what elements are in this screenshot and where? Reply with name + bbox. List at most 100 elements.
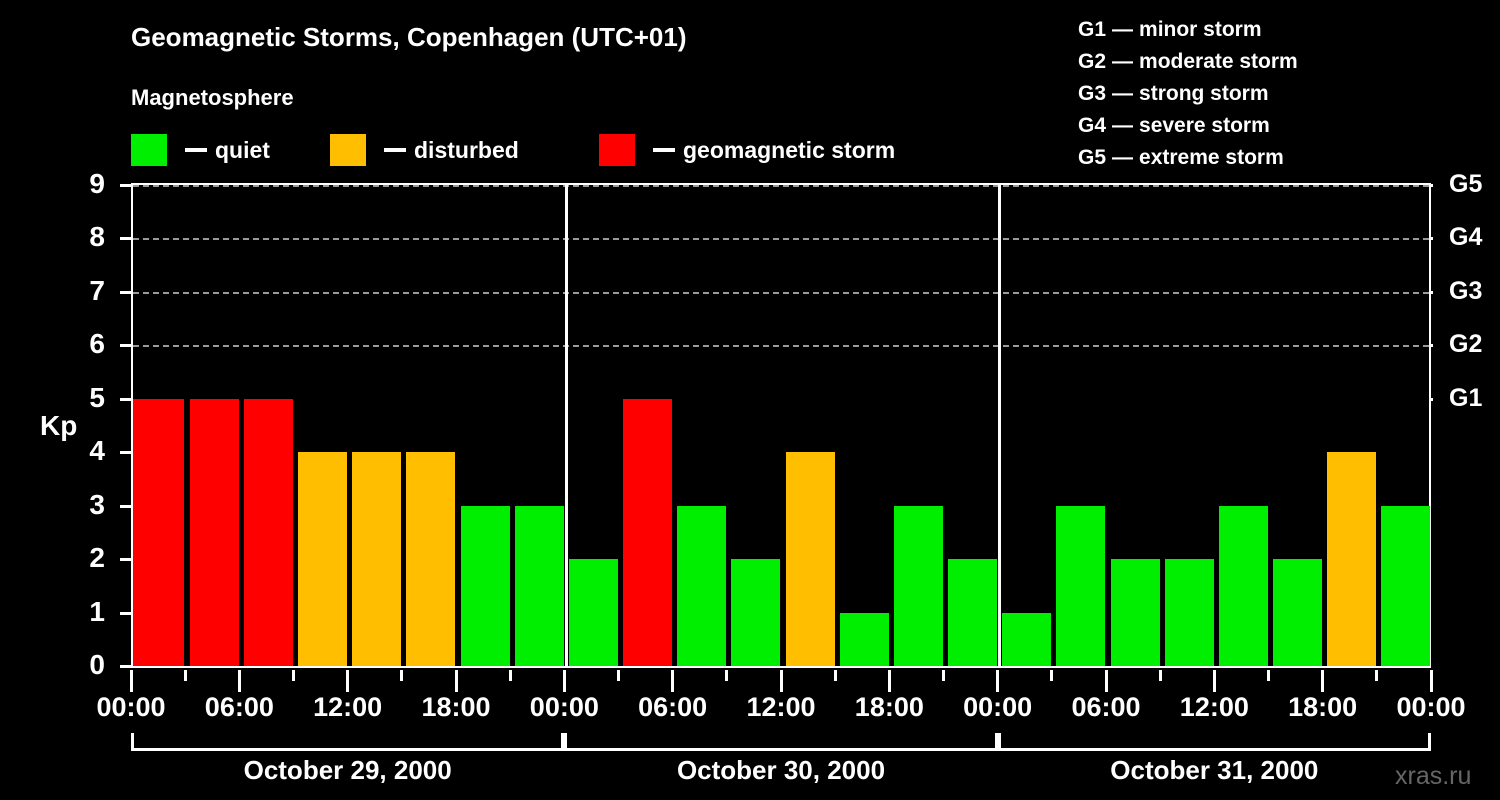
bar: [243, 398, 293, 666]
g-scale-separator: —: [1112, 82, 1134, 105]
y-axis-tick: [120, 344, 131, 348]
g-scale-legend-row-g4: G4— severe storm: [1078, 110, 1298, 142]
x-axis-tick-major: [1104, 670, 1108, 692]
y-axis-tick-label: 0: [89, 649, 105, 680]
x-axis-tick-major: [1429, 670, 1433, 692]
g-scale-legend-row-g2: G2— moderate storm: [1078, 46, 1298, 78]
day-separator: [998, 185, 1002, 666]
x-axis-tick-label: 18:00: [854, 692, 924, 722]
bar: [1002, 612, 1052, 666]
g-axis-tick-label: G1: [1449, 383, 1483, 412]
g-axis-tick-label: G3: [1449, 276, 1483, 305]
y-axis-tick-label: 5: [89, 381, 105, 413]
bar: [785, 452, 835, 666]
bar: [1056, 505, 1106, 666]
y-axis-tick-label: 8: [89, 221, 105, 253]
bar: [189, 398, 239, 666]
g-scale-legend-row-g1: G1— minor storm: [1078, 14, 1298, 46]
chart-subtitle: Magnetosphere: [131, 85, 294, 110]
date-bracket: [997, 733, 1431, 751]
bar: [948, 559, 998, 666]
g-axis-tick-label: G2: [1449, 330, 1483, 359]
x-axis-tick-major: [996, 670, 1000, 692]
x-axis-tick-minor: [617, 670, 620, 681]
watermark: xras.ru: [1395, 762, 1472, 790]
y-axis-tick: [120, 290, 131, 294]
x-axis-tick-label: 06:00: [204, 692, 274, 722]
x-axis-tick-label: 06:00: [638, 692, 708, 722]
bar: [1381, 505, 1431, 666]
bar: [839, 612, 889, 666]
quiet-swatch: [131, 134, 167, 166]
x-axis-tick-minor: [183, 670, 187, 681]
g-scale-separator: —: [1112, 50, 1134, 73]
bar: [1273, 559, 1323, 666]
x-axis-tick-major: [1321, 670, 1325, 692]
x-axis-tick-minor: [833, 670, 837, 681]
x-axis-tick-minor: [1267, 670, 1270, 681]
legend-label: disturbed: [414, 136, 519, 163]
x-axis-tick-minor: [1375, 670, 1379, 681]
legend-item-disturbed: disturbed: [330, 133, 519, 167]
bar: [514, 505, 564, 666]
g-scale-separator: —: [1112, 18, 1134, 41]
plot-inner: [133, 185, 1431, 666]
bar: [352, 452, 402, 666]
bar: [298, 452, 348, 666]
x-axis-tick-major: [454, 670, 458, 692]
date-label: October 31, 2000: [1110, 755, 1319, 785]
x-axis-tick-major: [887, 670, 891, 692]
date-bracket: [564, 733, 998, 751]
bar: [460, 505, 510, 666]
gridline: [133, 345, 1429, 348]
x-axis-tick-minor: [1050, 670, 1054, 681]
bar: [1110, 559, 1160, 666]
bar: [1164, 559, 1214, 666]
x-axis-tick-label: 18:00: [421, 692, 491, 722]
x-axis-tick-major: [562, 670, 566, 692]
day-separator: [564, 185, 568, 666]
x-axis-tick-label: 00:00: [529, 692, 599, 722]
x-axis-tick-minor: [292, 670, 295, 681]
legend-item-geomagnetic-storm: geomagnetic storm: [599, 133, 895, 167]
disturbed-swatch: [330, 134, 366, 166]
x-axis-tick-major: [1212, 670, 1216, 692]
legend-dash-icon: [653, 148, 675, 152]
x-axis-tick-label: 18:00: [1288, 692, 1358, 722]
g-scale-description: extreme storm: [1139, 146, 1284, 169]
bar: [893, 505, 943, 666]
x-axis-tick-major: [779, 670, 783, 692]
bar: [677, 505, 727, 666]
bar: [731, 559, 781, 666]
geomagnetic-storm-swatch: [599, 134, 635, 166]
y-axis-tick: [120, 397, 131, 401]
x-axis-tick-minor: [508, 670, 512, 681]
g-scale-description: minor storm: [1139, 18, 1262, 41]
bar: [1218, 505, 1268, 666]
x-axis-tick-label: 00:00: [963, 692, 1033, 722]
x-axis-tick-minor: [1158, 670, 1162, 681]
y-axis-tick-label: 4: [89, 435, 105, 467]
plot-area: [131, 183, 1431, 668]
page-title: Geomagnetic Storms, Copenhagen (UTC+01): [131, 22, 687, 52]
legend-dash-icon: [185, 148, 207, 152]
gridline: [133, 238, 1429, 241]
g-scale-code: G2: [1078, 50, 1107, 73]
x-axis-tick-label: 00:00: [1396, 692, 1466, 722]
y-axis-tick: [120, 611, 131, 615]
x-axis-tick-major: [671, 670, 675, 692]
x-axis-tick-minor: [942, 670, 945, 681]
x-axis-tick-label: 12:00: [1179, 692, 1249, 722]
x-axis-tick-major: [237, 670, 241, 692]
date-label: October 29, 2000: [243, 755, 452, 785]
legend-dash-icon: [384, 148, 406, 152]
y-axis-tick: [120, 451, 131, 455]
g-scale-code: G1: [1078, 18, 1107, 41]
y-axis-title: Kp: [40, 410, 78, 441]
legend-label: quiet: [215, 136, 270, 163]
y-axis-tick-label: 6: [89, 328, 105, 360]
bar: [1327, 452, 1377, 666]
g-scale-code: G5: [1078, 146, 1107, 169]
x-axis-tick-label: 12:00: [746, 692, 816, 722]
